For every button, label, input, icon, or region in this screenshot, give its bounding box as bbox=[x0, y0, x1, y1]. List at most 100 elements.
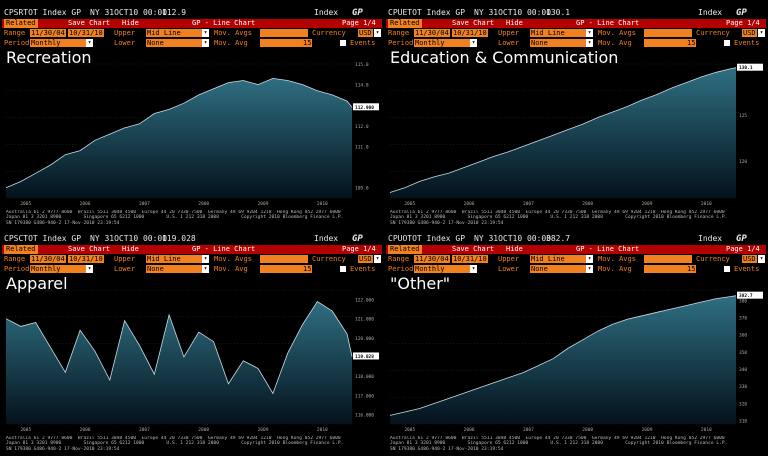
mov-avg-value[interactable]: 15 bbox=[686, 265, 697, 273]
y-tick-label: 340 bbox=[739, 367, 747, 373]
upper-dropdown-icon[interactable]: ▾ bbox=[202, 29, 209, 37]
related-button[interactable]: Related bbox=[4, 245, 38, 254]
range-end-field[interactable]: 10/31/10 bbox=[452, 29, 488, 37]
area-series bbox=[6, 78, 352, 198]
mov-avg-label: Mov. Avg bbox=[598, 39, 632, 47]
mov-avg-value[interactable]: 15 bbox=[302, 39, 313, 47]
range-label: Range bbox=[4, 255, 26, 263]
lower-field[interactable]: None bbox=[530, 39, 586, 47]
page-indicator[interactable]: Page 1/4 bbox=[342, 245, 376, 253]
mov-avg-value[interactable]: 15 bbox=[686, 39, 697, 47]
save-chart-button[interactable]: Save Chart bbox=[452, 245, 495, 253]
upper-field[interactable]: Mid Line bbox=[530, 255, 586, 263]
currency-dropdown-icon[interactable]: ▾ bbox=[758, 29, 765, 37]
mov-avg-field-2[interactable] bbox=[644, 39, 686, 47]
lower-dropdown-icon[interactable]: ▾ bbox=[202, 265, 209, 273]
save-chart-button[interactable]: Save Chart bbox=[68, 245, 111, 253]
currency-label: Currency bbox=[312, 29, 346, 37]
mov-avg-field-2[interactable] bbox=[644, 265, 686, 273]
hide-button[interactable]: Hide bbox=[506, 245, 523, 253]
footer-line-3: SN 179380 G486-940-2 17-Nov-2010 23:19:5… bbox=[6, 220, 120, 226]
period-dropdown-icon[interactable]: ▾ bbox=[86, 39, 93, 47]
page-indicator[interactable]: Page 1/4 bbox=[342, 19, 376, 27]
range-end-field[interactable]: 10/31/10 bbox=[68, 29, 104, 37]
hide-button[interactable]: Hide bbox=[506, 19, 523, 27]
chart-title: Education & Communication bbox=[390, 48, 619, 67]
mov-avg-value[interactable]: 15 bbox=[302, 265, 313, 273]
currency-dropdown-icon[interactable]: ▾ bbox=[374, 29, 381, 37]
events-checkbox[interactable] bbox=[724, 266, 730, 272]
related-button[interactable]: Related bbox=[4, 19, 38, 28]
range-end-field[interactable]: 10/31/10 bbox=[68, 255, 104, 263]
upper-field[interactable]: Mid Line bbox=[146, 29, 202, 37]
period-field[interactable]: Monthly bbox=[414, 39, 470, 47]
y-tick-label: 120.000 bbox=[355, 336, 374, 342]
header-row: CPUOTOT Index GP NY 31OCT10 00:00 382.7 … bbox=[386, 234, 766, 244]
last-value-tag bbox=[737, 291, 763, 299]
range-start-field[interactable]: 11/30/04 bbox=[414, 255, 450, 263]
period-dropdown-icon[interactable]: ▾ bbox=[470, 39, 477, 47]
last-value-label: 382.7 bbox=[739, 293, 753, 299]
index-label: Index bbox=[314, 8, 339, 17]
range-start-field[interactable]: 11/30/04 bbox=[30, 29, 66, 37]
page-indicator[interactable]: Page 1/4 bbox=[726, 19, 760, 27]
events-checkbox[interactable] bbox=[340, 266, 346, 272]
chart-panel-education-communication: CPUETOT Index GP NY 31OCT10 00:00 130.1 … bbox=[386, 8, 766, 230]
related-button[interactable]: Related bbox=[388, 245, 422, 254]
period-dropdown-icon[interactable]: ▾ bbox=[470, 265, 477, 273]
currency-field[interactable]: USD bbox=[358, 29, 373, 37]
footer-text: Australia 61 2 9777 8600 Brazil 5511 304… bbox=[6, 210, 378, 226]
events-checkbox[interactable] bbox=[340, 40, 346, 46]
lower-field[interactable]: None bbox=[530, 265, 586, 273]
range-start-field[interactable]: 11/30/04 bbox=[414, 29, 450, 37]
x-tick-label: 2008 bbox=[198, 201, 209, 207]
mov-avg-field-2[interactable] bbox=[260, 39, 302, 47]
upper-dropdown-icon[interactable]: ▾ bbox=[586, 255, 593, 263]
events-label: Events bbox=[734, 39, 760, 47]
lower-dropdown-icon[interactable]: ▾ bbox=[586, 265, 593, 273]
range-end-field[interactable]: 10/31/10 bbox=[452, 255, 488, 263]
upper-dropdown-icon[interactable]: ▾ bbox=[586, 29, 593, 37]
currency-field[interactable]: USD bbox=[742, 255, 757, 263]
period-label: Period bbox=[4, 265, 30, 273]
footer-text: Australia 61 2 9777 8600 Brazil 5511 304… bbox=[6, 436, 378, 452]
mov-avg-field-1[interactable] bbox=[260, 29, 308, 37]
range-start-field[interactable]: 11/30/04 bbox=[30, 255, 66, 263]
y-tick-label: 115.0 bbox=[355, 62, 369, 68]
hide-button[interactable]: Hide bbox=[122, 19, 139, 27]
currency-dropdown-icon[interactable]: ▾ bbox=[374, 255, 381, 263]
header-row: CPSRTOT Index GP NY 31OCT10 00:00 112.9 … bbox=[2, 8, 382, 18]
lower-dropdown-icon[interactable]: ▾ bbox=[202, 39, 209, 47]
related-button[interactable]: Related bbox=[388, 19, 422, 28]
chart-panel-other: CPUOTOT Index GP NY 31OCT10 00:00 382.7 … bbox=[386, 234, 766, 456]
lower-field[interactable]: None bbox=[146, 265, 202, 273]
series-line bbox=[389, 67, 737, 193]
period-field[interactable]: Monthly bbox=[30, 265, 86, 273]
upper-dropdown-icon[interactable]: ▾ bbox=[202, 255, 209, 263]
hide-button[interactable]: Hide bbox=[122, 245, 139, 253]
currency-field[interactable]: USD bbox=[358, 255, 373, 263]
upper-field[interactable]: Mid Line bbox=[530, 29, 586, 37]
save-chart-button[interactable]: Save Chart bbox=[68, 19, 111, 27]
mov-avg-field-1[interactable] bbox=[260, 255, 308, 263]
mov-avgs-label: Mov. Avgs bbox=[598, 29, 636, 37]
page-indicator[interactable]: Page 1/4 bbox=[726, 245, 760, 253]
period-dropdown-icon[interactable]: ▾ bbox=[86, 265, 93, 273]
period-label: Period bbox=[388, 265, 414, 273]
lower-dropdown-icon[interactable]: ▾ bbox=[586, 39, 593, 47]
events-checkbox[interactable] bbox=[724, 40, 730, 46]
lower-field[interactable]: None bbox=[146, 39, 202, 47]
currency-field[interactable]: USD bbox=[742, 29, 757, 37]
period-field[interactable]: Monthly bbox=[30, 39, 86, 47]
mov-avg-field-1[interactable] bbox=[644, 29, 692, 37]
period-field[interactable]: Monthly bbox=[414, 265, 470, 273]
toolbar-row: Related Save Chart Hide GP - Line Chart … bbox=[2, 245, 382, 254]
x-tick-label: 2005 bbox=[20, 427, 31, 433]
footer-line-2: Japan 81 3 3201 8900 Singapore 65 6212 1… bbox=[6, 441, 344, 447]
events-label: Events bbox=[350, 265, 376, 273]
mov-avg-field-1[interactable] bbox=[644, 255, 692, 263]
currency-dropdown-icon[interactable]: ▾ bbox=[758, 255, 765, 263]
mov-avg-field-2[interactable] bbox=[260, 265, 302, 273]
save-chart-button[interactable]: Save Chart bbox=[452, 19, 495, 27]
upper-field[interactable]: Mid Line bbox=[146, 255, 202, 263]
